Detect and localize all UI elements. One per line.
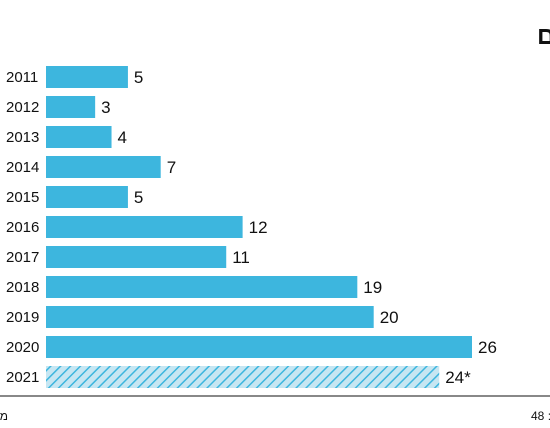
data-label: 19 xyxy=(363,278,382,297)
source-note: מקור: PitchBook xyxy=(0,409,8,423)
y-tick-label: 2021 xyxy=(6,369,39,386)
bar-partial xyxy=(46,366,440,388)
data-label: 5 xyxy=(134,68,143,87)
data-label: 7 xyxy=(167,158,176,177)
y-tick-label: 2014 xyxy=(6,159,39,176)
footnote: *בחודשים ינואר־יוני/ התחזית לשנה כולה: 4… xyxy=(531,409,550,423)
data-label: 20 xyxy=(380,308,399,327)
data-label: 24* xyxy=(445,368,471,387)
bar xyxy=(46,336,472,358)
y-tick-label: 2015 xyxy=(6,189,39,206)
data-label: 26 xyxy=(478,338,497,357)
bar xyxy=(46,66,128,88)
bar xyxy=(46,276,358,298)
bar xyxy=(46,306,374,328)
data-label: 11 xyxy=(232,248,250,267)
y-tick-label: 2019 xyxy=(6,309,39,326)
data-label: 5 xyxy=(134,188,143,207)
y-tick-label: 2017 xyxy=(6,249,39,266)
data-label: 12 xyxy=(249,218,268,237)
bar xyxy=(46,216,243,238)
y-tick-label: 2020 xyxy=(6,339,39,356)
y-tick-label: 2011 xyxy=(6,69,38,86)
y-tick-label: 2018 xyxy=(6,279,39,296)
y-tick-label: 2012 xyxy=(6,99,39,116)
bar xyxy=(46,246,227,268)
bar xyxy=(46,126,112,148)
data-label: 3 xyxy=(101,98,110,117)
bar xyxy=(46,96,96,118)
bar xyxy=(46,186,128,208)
y-tick-label: 2016 xyxy=(6,219,39,236)
chart-title: מספר הרכישות שביצעו סטארט־אפים ישראליים xyxy=(537,22,550,50)
bar xyxy=(46,156,161,178)
data-label: 4 xyxy=(118,128,127,147)
y-tick-label: 2013 xyxy=(6,129,39,146)
